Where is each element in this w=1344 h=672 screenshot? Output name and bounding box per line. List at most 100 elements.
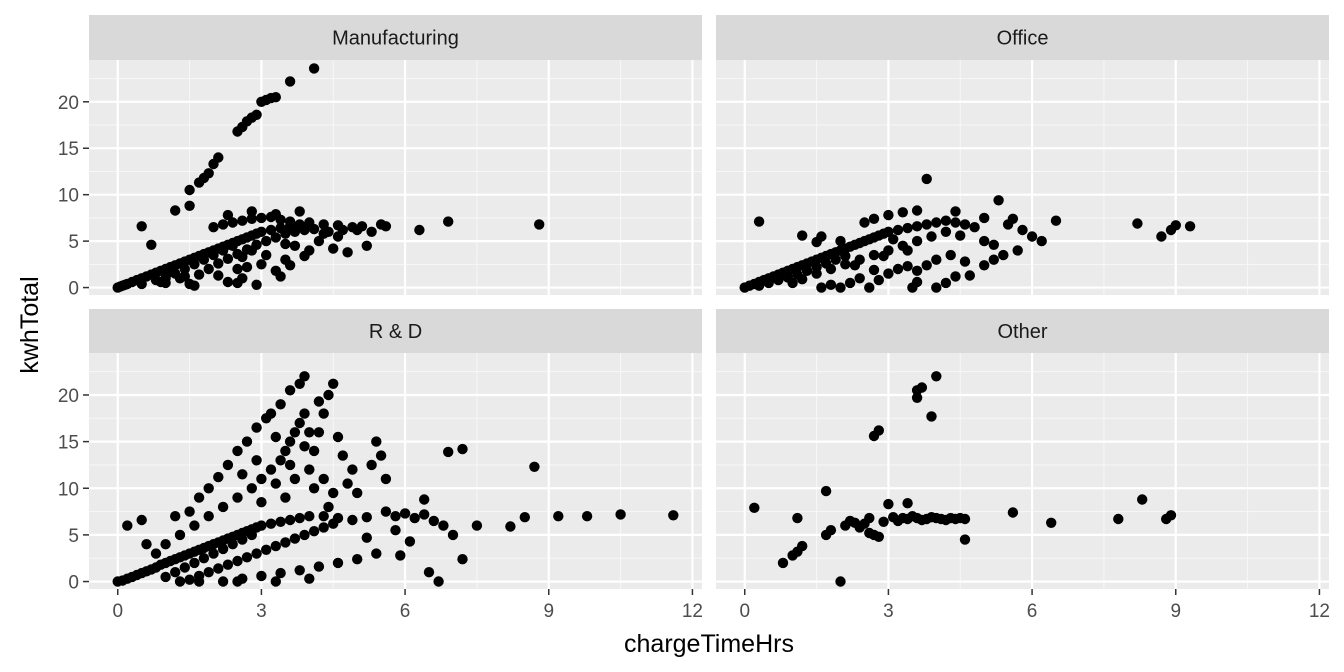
data-point (328, 487, 339, 499)
data-point (193, 269, 205, 280)
data-point (251, 422, 262, 433)
data-point (184, 574, 195, 585)
data-point (371, 548, 382, 559)
data-point (237, 469, 248, 480)
data-point (275, 399, 286, 410)
y-tick-label: 10 (58, 479, 79, 500)
facet-strip-label: Office (997, 28, 1049, 50)
panel-background (716, 353, 1329, 589)
data-point (299, 371, 310, 382)
data-point (998, 249, 1009, 261)
data-point (189, 520, 200, 531)
data-point (380, 221, 392, 232)
data-point (835, 235, 846, 247)
data-point (380, 506, 392, 517)
data-point (859, 217, 870, 228)
data-point (404, 536, 416, 547)
data-point (270, 232, 281, 243)
data-point (529, 461, 540, 472)
data-point (753, 216, 765, 227)
data-point (222, 253, 234, 264)
data-point (179, 562, 190, 573)
data-point (227, 539, 238, 550)
data-point (289, 240, 301, 251)
data-point (275, 516, 286, 527)
data-point (337, 450, 348, 461)
data-point (969, 222, 980, 233)
data-point (840, 259, 851, 270)
data-point (332, 431, 344, 443)
data-point (950, 206, 961, 217)
data-point (873, 425, 884, 436)
data-point (931, 254, 942, 265)
data-point (366, 226, 377, 237)
data-point (160, 571, 171, 583)
data-point (203, 483, 214, 494)
data-point (232, 576, 243, 587)
data-point (443, 446, 454, 458)
data-point (1137, 494, 1148, 505)
data-point (825, 279, 837, 290)
data-point (347, 514, 358, 526)
facet-strip (716, 15, 1329, 60)
data-point (553, 511, 564, 522)
data-point (921, 173, 932, 185)
data-point (184, 506, 195, 517)
data-point (979, 235, 990, 247)
data-point (820, 485, 832, 497)
data-point (289, 473, 301, 485)
data-point (864, 282, 875, 293)
data-point (959, 219, 971, 230)
y-tick-label: 5 (68, 526, 79, 547)
data-point (246, 529, 257, 541)
data-point (347, 464, 358, 475)
data-point (265, 224, 277, 236)
data-point (256, 520, 267, 531)
data-point (213, 471, 224, 483)
data-point (308, 526, 320, 537)
x-tick-label: 3 (883, 601, 894, 622)
data-point (921, 219, 932, 230)
data-point (208, 548, 219, 559)
data-point (902, 222, 913, 234)
data-point (777, 557, 789, 569)
data-point (801, 265, 813, 276)
data-point (217, 245, 229, 256)
data-point (179, 263, 190, 275)
data-point (830, 254, 841, 265)
data-point (284, 216, 296, 227)
data-point (926, 411, 937, 422)
data-point (289, 533, 301, 544)
data-point (380, 473, 392, 485)
data-point (270, 478, 281, 489)
data-point (270, 576, 281, 587)
data-point (237, 215, 248, 226)
data-point (816, 282, 827, 293)
data-point (170, 205, 181, 216)
data-point (237, 534, 248, 545)
data-point (323, 501, 334, 513)
data-point (787, 277, 798, 289)
data-point (1017, 224, 1028, 236)
data-point (964, 270, 975, 281)
data-point (892, 224, 904, 236)
data-point (232, 445, 243, 457)
data-point (825, 263, 837, 275)
data-point (284, 76, 296, 87)
data-point (261, 235, 272, 247)
data-point (284, 514, 296, 526)
data-point (304, 427, 315, 438)
data-point (916, 382, 928, 393)
data-point (1050, 215, 1062, 226)
data-point (313, 235, 325, 247)
data-point (878, 250, 889, 262)
data-point (868, 249, 880, 261)
data-point (294, 512, 305, 524)
data-point (911, 235, 923, 247)
data-point (256, 570, 267, 582)
data-point (931, 282, 942, 293)
data-point (443, 216, 454, 227)
data-point (753, 280, 765, 291)
data-point (797, 540, 808, 552)
facet-panel: Office (716, 15, 1329, 295)
